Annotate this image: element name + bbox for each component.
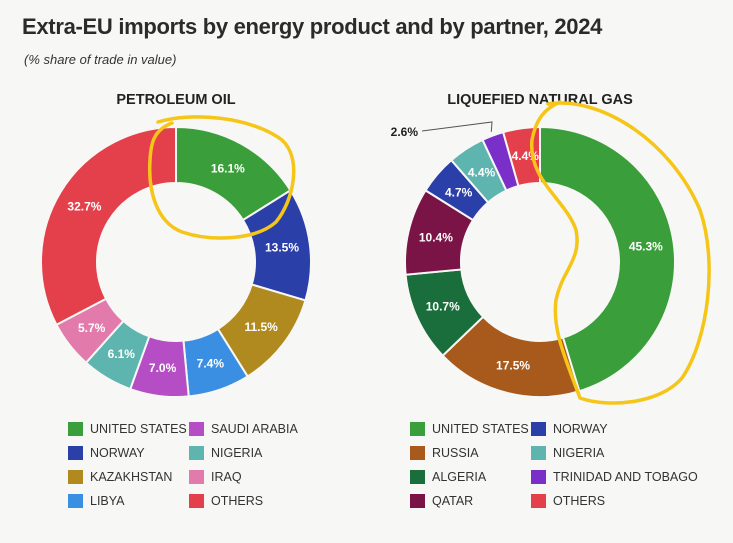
petroleum-value-label-saudi-arabia: 7.0% xyxy=(149,361,177,375)
petroleum-slice-others xyxy=(40,125,177,327)
lng-legend-swatch-russia xyxy=(410,446,425,460)
lng-value-label-qatar: 10.4% xyxy=(419,230,453,244)
lng-leader-trinidad-and-tobago xyxy=(421,121,493,132)
petroleum-legend-label-norway: NORWAY xyxy=(90,446,145,460)
petroleum-value-label-iraq: 5.7% xyxy=(78,321,106,335)
lng-legend-label-norway: NORWAY xyxy=(553,422,608,436)
petroleum-legend-label-libya: LIBYA xyxy=(90,494,125,508)
petroleum-legend-label-saudi-arabia: SAUDI ARABIA xyxy=(211,422,298,436)
lng-legend-swatch-trinidad-and-tobago xyxy=(531,470,546,484)
lng-value-label-trinidad-and-tobago: 2.6% xyxy=(391,125,419,139)
lng-legend-swatch-nigeria xyxy=(531,446,546,460)
petroleum-legend-swatch-libya xyxy=(68,494,83,508)
lng-legend-label-russia: RUSSIA xyxy=(432,446,479,460)
lng-legend-label-others: OTHERS xyxy=(553,494,606,508)
lng-value-label-united-states: 45.3% xyxy=(629,239,663,253)
lng-legend-label-algeria: ALGERIA xyxy=(432,470,487,484)
lng-value-label-norway: 4.7% xyxy=(445,186,473,200)
petroleum-legend-label-iraq: IRAQ xyxy=(211,470,242,484)
chart-subtitle: (% share of trade in value) xyxy=(24,52,177,67)
lng-legend-swatch-others xyxy=(531,494,546,508)
petroleum-value-label-nigeria: 6.1% xyxy=(108,347,136,361)
petroleum-legend-label-united-states: UNITED STATES xyxy=(90,422,187,436)
lng-legend-label-nigeria: NIGERIA xyxy=(553,446,605,460)
petroleum-legend-swatch-nigeria xyxy=(189,446,204,460)
petroleum-legend-swatch-united-states xyxy=(68,422,83,436)
petroleum-legend-swatch-saudi-arabia xyxy=(189,422,204,436)
petroleum-value-label-libya: 7.4% xyxy=(197,356,225,370)
lng-legend-swatch-united-states xyxy=(410,422,425,436)
lng-legend-swatch-norway xyxy=(531,422,546,436)
lng-value-label-nigeria: 4.4% xyxy=(468,165,496,179)
petroleum-legend-label-kazakhstan: KAZAKHSTAN xyxy=(90,470,173,484)
petroleum-value-label-norway: 13.5% xyxy=(265,241,299,255)
lng-value-label-russia: 17.5% xyxy=(496,359,530,373)
petroleum-legend-swatch-kazakhstan xyxy=(68,470,83,484)
lng-value-label-algeria: 10.7% xyxy=(426,300,460,314)
petroleum-chart-title: PETROLEUM OIL xyxy=(116,92,235,108)
lng-legend-label-united-states: UNITED STATES xyxy=(432,422,529,436)
highlight-circle-lng xyxy=(530,100,711,405)
petroleum-legend-label-others: OTHERS xyxy=(211,494,264,508)
lng-legend-label-qatar: QATAR xyxy=(432,494,474,508)
petroleum-legend-label-nigeria: NIGERIA xyxy=(211,446,263,460)
lng-slice-united-states xyxy=(539,125,676,393)
lng-legend-swatch-algeria xyxy=(410,470,425,484)
petroleum-value-label-others: 32.7% xyxy=(67,200,101,214)
petroleum-legend-swatch-norway xyxy=(68,446,83,460)
petroleum-value-label-kazakhstan: 11.5% xyxy=(244,320,278,334)
petroleum-legend-swatch-others xyxy=(189,494,204,508)
lng-legend-label-trinidad-and-tobago: TRINIDAD AND TOBAGO xyxy=(553,470,698,484)
petroleum-value-label-united-states: 16.1% xyxy=(211,161,245,175)
lng-chart-title: LIQUEFIED NATURAL GAS xyxy=(447,92,633,108)
chart-title: Extra-EU imports by energy product and b… xyxy=(22,14,603,39)
petroleum-legend-swatch-iraq xyxy=(189,470,204,484)
lng-legend-swatch-qatar xyxy=(410,494,425,508)
highlight-circle-petroleum xyxy=(147,115,296,240)
